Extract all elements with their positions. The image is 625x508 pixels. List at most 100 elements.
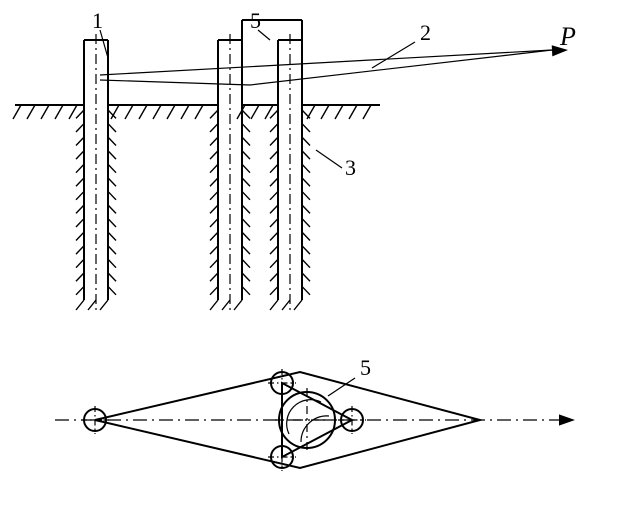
pile-side-hatch <box>270 273 278 281</box>
diagram-canvas: 1 5 2 P 3 5 <box>0 0 625 508</box>
pile-side-hatch <box>302 137 310 145</box>
leader-l3 <box>316 150 342 168</box>
pile-bottom-tick <box>234 300 242 310</box>
pile-side-hatch <box>242 246 250 254</box>
pile-side-hatch <box>270 164 278 172</box>
pile-side-hatch <box>242 110 250 118</box>
pile-bottom-tick <box>270 300 278 310</box>
cable-line <box>250 50 552 85</box>
elevation-view <box>13 20 552 310</box>
pile-side-hatch <box>210 191 218 199</box>
pile-side-hatch <box>76 219 84 227</box>
pile-side-hatch <box>242 286 250 294</box>
pile-side-hatch <box>270 124 278 132</box>
pile-bottom-tick <box>282 300 290 310</box>
leader-l1 <box>100 30 108 58</box>
pile-side-hatch <box>210 273 218 281</box>
pile <box>270 34 310 310</box>
pile-side-hatch <box>210 151 218 159</box>
pile-side-hatch <box>302 219 310 227</box>
pile-side-hatch <box>270 205 278 213</box>
pile-side-hatch <box>242 191 250 199</box>
pile-side-hatch <box>302 151 310 159</box>
pile-side-hatch <box>210 178 218 186</box>
pile-side-hatch <box>108 151 116 159</box>
pile-side-hatch <box>210 110 218 118</box>
ground-hatch <box>13 105 21 119</box>
pile-bottom-tick <box>210 300 218 310</box>
pile-side-hatch <box>210 205 218 213</box>
ground-hatch <box>153 105 161 119</box>
pile-side-hatch <box>270 151 278 159</box>
ground-hatch <box>195 105 203 119</box>
pile-side-hatch <box>76 205 84 213</box>
pile-side-hatch <box>302 205 310 213</box>
pile-side-hatch <box>270 286 278 294</box>
pile-side-hatch <box>210 124 218 132</box>
pile-side-hatch <box>242 124 250 132</box>
pile <box>210 34 250 310</box>
pile-side-hatch <box>108 124 116 132</box>
pile-side-hatch <box>210 246 218 254</box>
pile-side-hatch <box>302 273 310 281</box>
pile-side-hatch <box>108 219 116 227</box>
pile-side-hatch <box>270 246 278 254</box>
pile-side-hatch <box>76 151 84 159</box>
label-5-top: 5 <box>250 8 261 33</box>
pile-side-hatch <box>76 191 84 199</box>
pile-side-hatch <box>108 205 116 213</box>
pile-side-hatch <box>108 178 116 186</box>
label-3: 3 <box>345 155 356 180</box>
pile-side-hatch <box>302 246 310 254</box>
pile-side-hatch <box>270 191 278 199</box>
pile-side-hatch <box>108 259 116 267</box>
pile-side-hatch <box>270 110 278 118</box>
pile-side-hatch <box>108 164 116 172</box>
label-1: 1 <box>92 8 103 33</box>
label-P: P <box>559 22 576 51</box>
pile-side-hatch <box>242 273 250 281</box>
cable-line <box>100 50 552 75</box>
ground-hatch <box>139 105 147 119</box>
pile-side-hatch <box>76 232 84 240</box>
pile-side-hatch <box>302 259 310 267</box>
pile-side-hatch <box>242 205 250 213</box>
ground-hatch <box>349 105 357 119</box>
pile-side-hatch <box>76 137 84 145</box>
pile-side-hatch <box>108 273 116 281</box>
ground-hatch <box>167 105 175 119</box>
pile-side-hatch <box>76 124 84 132</box>
pile-side-hatch <box>302 164 310 172</box>
ground-hatch <box>181 105 189 119</box>
plan-view <box>55 369 560 471</box>
pile-side-hatch <box>242 259 250 267</box>
pile-side-hatch <box>108 246 116 254</box>
pile-side-hatch <box>270 137 278 145</box>
leader-l2 <box>372 42 415 68</box>
pile-bottom-tick <box>294 300 302 310</box>
pile-side-hatch <box>242 178 250 186</box>
pile-side-hatch <box>270 232 278 240</box>
pile-side-hatch <box>76 178 84 186</box>
pile-side-hatch <box>108 137 116 145</box>
ground-hatch <box>55 105 63 119</box>
pile-side-hatch <box>210 219 218 227</box>
ground-hatch <box>363 105 371 119</box>
pile-side-hatch <box>210 232 218 240</box>
label-5-plan: 5 <box>360 355 371 380</box>
pile-side-hatch <box>242 219 250 227</box>
ground-hatch <box>251 105 259 119</box>
label-2: 2 <box>420 20 431 45</box>
pile-side-hatch <box>302 178 310 186</box>
pile-side-hatch <box>302 286 310 294</box>
pile-side-hatch <box>242 137 250 145</box>
pile-side-hatch <box>76 286 84 294</box>
pile-side-hatch <box>76 259 84 267</box>
pile-side-hatch <box>270 219 278 227</box>
ground-hatch <box>335 105 343 119</box>
plan-arrow <box>559 414 575 425</box>
pile <box>76 34 116 310</box>
pile-side-hatch <box>76 110 84 118</box>
pile-bottom-tick <box>88 300 96 310</box>
ground-hatch <box>69 105 77 119</box>
